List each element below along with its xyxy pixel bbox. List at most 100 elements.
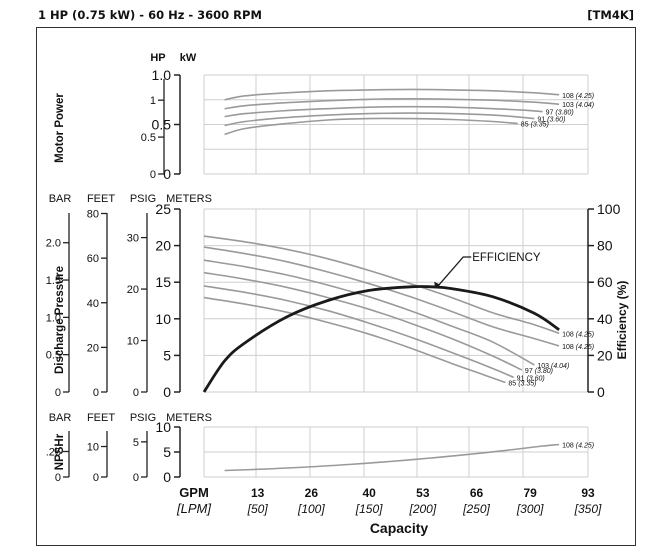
head-curve-label-name: 97 [525, 368, 533, 375]
npshr-axis-title: NPSHr [54, 433, 66, 470]
npshr-unit-label-psig: PSIG [130, 412, 156, 424]
head-curve-label: 108 (4.25) [562, 344, 594, 351]
npshr-unit-label-bar: BAR [49, 412, 72, 424]
npshr-curve-label: 108 (4.25) [562, 443, 594, 450]
hp-axis-tick-label: 0.5 [141, 132, 156, 144]
npshr-bar-axis-tick-label: .25 [46, 447, 61, 459]
bar-axis-tick-label: 0.5 [46, 350, 61, 362]
gpm-tick-label: 79 [524, 486, 538, 500]
feet-axis-tick-label: 40 [87, 298, 99, 310]
power-curve-label: 91 (3.60) [537, 117, 565, 124]
npshr-meters-axis-tick-label: 5 [163, 444, 171, 460]
hp-unit-label: HP [150, 52, 165, 64]
head-curve-label: 91 (3.60) [517, 375, 545, 382]
meters-axis-tick-label: 0 [163, 384, 171, 400]
npshr-unit-label-meters: METERS [166, 412, 212, 424]
power-curve-label-metric: (4.04) [576, 102, 594, 109]
power-curve-label: 108 (4.25) [562, 93, 594, 100]
efficiency-curve-label: EFFICIENCY [472, 252, 541, 264]
efficiency-callout-line [437, 256, 472, 287]
head-curve-2 [203, 259, 535, 366]
power-curve-label: 97 (3.80) [546, 110, 574, 117]
lpm-unit-label: [LPM] [176, 501, 211, 516]
kw-axis-tick-label: 0.5 [152, 117, 172, 133]
bar-axis-tick-label: 1.5 [46, 275, 61, 287]
pressure-unit-label-feet: FEET [87, 193, 115, 205]
head-curve-label-name: 103 [537, 363, 549, 370]
head-curve-1 [203, 246, 560, 347]
npshr-bar-axis-tick-label: 0 [55, 472, 61, 484]
lpm-tick-label: [100] [297, 502, 325, 516]
feet-axis-tick-label: 80 [87, 209, 99, 221]
discharge-pressure-axis-title: Discharge Pressure [54, 266, 66, 374]
kw-axis-tick-label: 0 [163, 166, 171, 182]
pressure-unit-label-psig: PSIG [130, 193, 156, 205]
x-axis-title: Capacity [370, 520, 429, 536]
npshr-meters-axis-tick-label: 0 [163, 469, 171, 485]
gpm-unit-label: GPM [179, 485, 209, 500]
efficiency-tick-label: 0 [597, 384, 605, 400]
npshr-feet-axis-tick-label: 0 [93, 472, 99, 484]
head-curve-label-metric: (3.80) [535, 368, 553, 375]
head-curve-4 [203, 285, 515, 379]
head-curve-label: 97 (3.80) [525, 368, 553, 375]
gpm-tick-label: 53 [416, 486, 430, 500]
power-curve-label-name: 91 [537, 117, 545, 124]
head-curve-label-metric: (4.25) [576, 344, 594, 351]
head-curve-label-name: 108 [562, 331, 574, 338]
head-curve-label-name: 91 [517, 375, 525, 382]
lpm-tick-label: [50] [247, 502, 269, 516]
power-curve-4 [224, 117, 518, 136]
power-curve-label-metric: (3.35) [531, 122, 549, 129]
lpm-tick-label: [200] [408, 502, 436, 516]
power-curve-3 [224, 112, 535, 127]
bar-axis-tick-label: 1.0 [46, 312, 61, 324]
npshr-meters-axis-tick-label: 10 [155, 419, 171, 435]
bar-axis-tick-label: 2.0 [46, 238, 61, 250]
pressure-unit-label-meters: METERS [166, 193, 212, 205]
power-curve-label-metric: (3.60) [547, 117, 565, 124]
npshr-feet-axis-tick-label: 10 [87, 442, 99, 454]
npshr-curve-0 [224, 443, 560, 472]
meters-axis-tick-label: 10 [155, 311, 171, 327]
kw-unit-label: kW [180, 52, 197, 64]
psig-axis-tick-label: 0 [133, 387, 139, 399]
feet-axis-tick-label: 0 [93, 387, 99, 399]
motor-power-axis-title: Motor Power [54, 93, 66, 163]
pressure-unit-label-bar: BAR [49, 193, 72, 205]
head-curve-5 [203, 296, 506, 384]
npshr-psig-axis-tick-label: 5 [133, 437, 139, 449]
power-curve-label: 85 (3.35) [521, 122, 549, 129]
gpm-tick-label: 26 [305, 486, 319, 500]
power-curve-1 [224, 97, 560, 110]
lpm-tick-label: [150] [355, 502, 383, 516]
npshr-curve-label-metric: (4.25) [576, 443, 594, 450]
psig-axis-tick-label: 20 [127, 284, 139, 296]
psig-axis-tick-label: 10 [127, 336, 139, 348]
head-curve-label-metric: (4.25) [576, 331, 594, 338]
lpm-tick-label: [350] [574, 502, 602, 516]
power-curve-0 [224, 88, 560, 101]
head-curve-label-metric: (4.04) [551, 363, 569, 370]
power-curve-label-name: 85 [521, 122, 529, 129]
chart-frame: 0 0.5 1.0 0 0.5 1 HP kW Motor Power 108 (4.25) 103(… [36, 27, 636, 546]
gpm-tick-label: 66 [470, 486, 484, 500]
meters-axis-tick-label: 20 [155, 238, 171, 254]
head-curve-label-name: 85 [508, 380, 516, 387]
gpm-tick-label: 40 [362, 486, 376, 500]
npshr-psig-axis-tick-label: 0 [133, 472, 139, 484]
head-curve-label-name: 108 [562, 344, 574, 351]
bar-axis-tick-label: 0 [55, 387, 61, 399]
chart-title: 1 HP (0.75 kW) - 60 Hz - 3600 RPM [38, 8, 262, 22]
efficiency-tick-label: 20 [597, 347, 613, 363]
meters-axis-tick-label: 25 [155, 201, 171, 217]
model-code: [TM4K] [587, 8, 634, 22]
power-curve-label-name: 97 [546, 110, 554, 117]
efficiency-tick-label: 100 [597, 201, 621, 217]
feet-axis-tick-label: 20 [87, 342, 99, 354]
head-curve-0 [203, 235, 560, 335]
head-curve-label: 85 (3.35) [508, 380, 536, 387]
psig-axis-tick-label: 30 [127, 233, 139, 245]
hp-axis-tick-label: 0 [150, 169, 156, 181]
